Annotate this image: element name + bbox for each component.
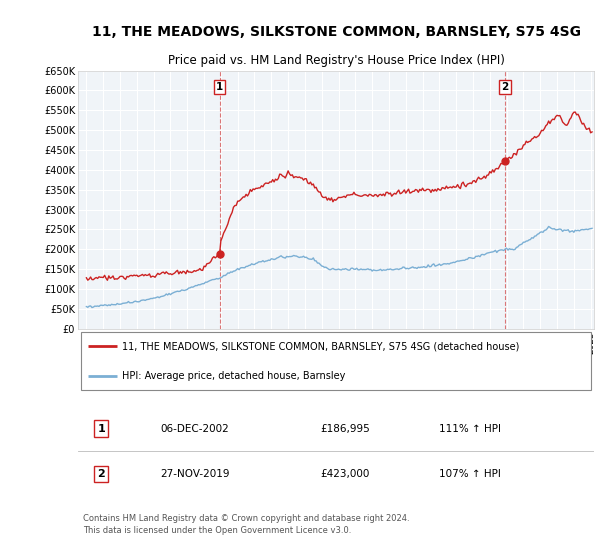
Text: Price paid vs. HM Land Registry's House Price Index (HPI): Price paid vs. HM Land Registry's House … <box>167 54 505 67</box>
Text: 111% ↑ HPI: 111% ↑ HPI <box>439 423 501 433</box>
Text: Contains HM Land Registry data © Crown copyright and database right 2024.
This d: Contains HM Land Registry data © Crown c… <box>83 514 410 535</box>
Text: 27-NOV-2019: 27-NOV-2019 <box>161 469 230 479</box>
Text: £186,995: £186,995 <box>320 423 370 433</box>
Text: 2: 2 <box>501 82 509 92</box>
Text: 107% ↑ HPI: 107% ↑ HPI <box>439 469 501 479</box>
Text: 1: 1 <box>97 423 105 433</box>
Text: 1: 1 <box>216 82 223 92</box>
Text: HPI: Average price, detached house, Barnsley: HPI: Average price, detached house, Barn… <box>122 371 345 381</box>
Text: £423,000: £423,000 <box>320 469 370 479</box>
Text: 2: 2 <box>97 469 105 479</box>
Text: 11, THE MEADOWS, SILKSTONE COMMON, BARNSLEY, S75 4SG: 11, THE MEADOWS, SILKSTONE COMMON, BARNS… <box>91 25 581 39</box>
Text: 06-DEC-2002: 06-DEC-2002 <box>161 423 229 433</box>
FancyBboxPatch shape <box>80 332 592 390</box>
Text: 11, THE MEADOWS, SILKSTONE COMMON, BARNSLEY, S75 4SG (detached house): 11, THE MEADOWS, SILKSTONE COMMON, BARNS… <box>122 341 519 351</box>
